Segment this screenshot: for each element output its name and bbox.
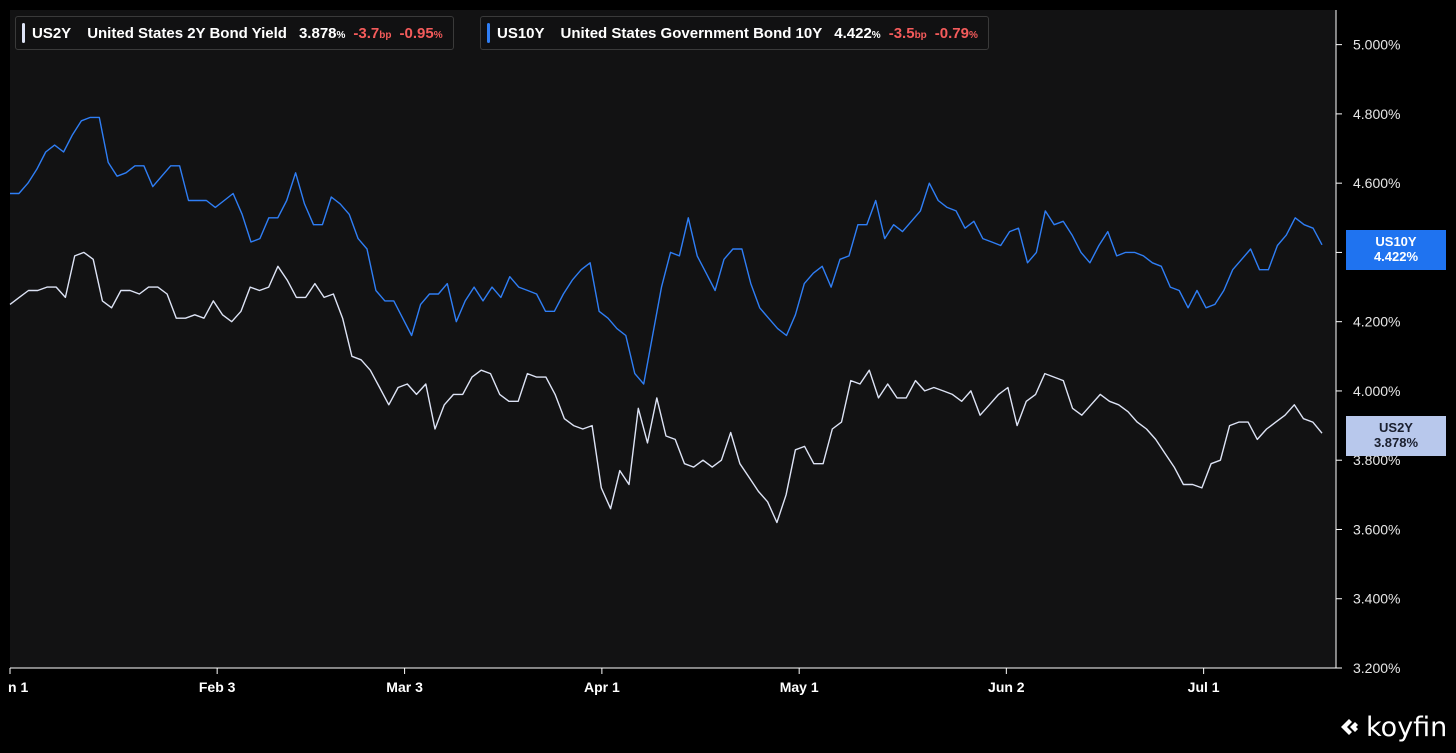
us10y-price-tag: US10Y 4.422%	[1346, 230, 1446, 270]
us10y-value: 4.422%	[834, 24, 881, 42]
y-tick-label: 3.400%	[1353, 591, 1400, 607]
us10y-swatch	[487, 23, 490, 43]
legend-us2y[interactable]: US2Y United States 2Y Bond Yield 3.878% …	[15, 16, 454, 50]
x-axis: n 1 Feb 3 Mar 3 Apr 1 May 1 Jun 2 Jul 1	[8, 668, 1220, 695]
us10y-change-pct: -0.79%	[934, 24, 978, 42]
x-tick-label: Jul 1	[1188, 679, 1220, 695]
us2y-price-tag: US2Y 3.878%	[1346, 416, 1446, 456]
koyfin-logo-text: koyfin	[1366, 711, 1448, 743]
us2y-value: 3.878%	[298, 24, 346, 42]
plot-area	[10, 10, 1336, 668]
x-tick-label: May 1	[780, 679, 819, 695]
us10y-symbol: US10Y	[497, 24, 545, 42]
us10y-name: United States Government Bond 10Y	[560, 24, 823, 42]
x-tick-label: Feb 3	[199, 679, 236, 695]
x-tick-label: n 1	[8, 679, 28, 695]
us2y-change-bp: -3.7bp	[353, 24, 392, 42]
us10y-tag-symbol: US10Y	[1375, 234, 1417, 249]
us2y-tag-value: 3.878%	[1373, 435, 1419, 450]
y-tick-label: 3.800%	[1353, 452, 1400, 468]
series-line-us10y	[10, 116, 1323, 385]
us2y-swatch	[22, 23, 25, 43]
koyfin-logo-icon	[1341, 719, 1358, 735]
koyfin-logo: koyfin	[1338, 710, 1447, 744]
y-tick-label: 4.200%	[1353, 314, 1400, 330]
legend-us10y[interactable]: US10Y United States Government Bond 10Y …	[480, 16, 989, 50]
y-tick-label: 5.000%	[1353, 37, 1400, 53]
y-tick-label: 3.600%	[1353, 521, 1400, 537]
us10y-change-bp: -3.5bp	[888, 24, 927, 42]
us2y-symbol: US2Y	[32, 24, 72, 42]
series-line-us2y	[9, 251, 1323, 524]
x-tick-label: Apr 1	[584, 679, 620, 695]
y-tick-label: 4.800%	[1353, 106, 1400, 122]
y-tick-label: 4.600%	[1353, 175, 1400, 191]
us2y-tag-symbol: US2Y	[1379, 420, 1413, 435]
y-tick-label: 3.200%	[1353, 660, 1400, 676]
us10y-tag-value: 4.422%	[1373, 249, 1419, 264]
us2y-change-pct: -0.95%	[399, 24, 443, 42]
x-tick-label: Jun 2	[988, 679, 1025, 695]
y-axis: 3.200%3.400%3.600%3.800%4.000%4.200%4.40…	[1336, 37, 1400, 676]
y-tick-label: 4.000%	[1353, 383, 1400, 399]
us2y-name: United States 2Y Bond Yield	[87, 24, 287, 42]
series-layer	[9, 116, 1323, 524]
x-tick-label: Mar 3	[386, 679, 423, 695]
